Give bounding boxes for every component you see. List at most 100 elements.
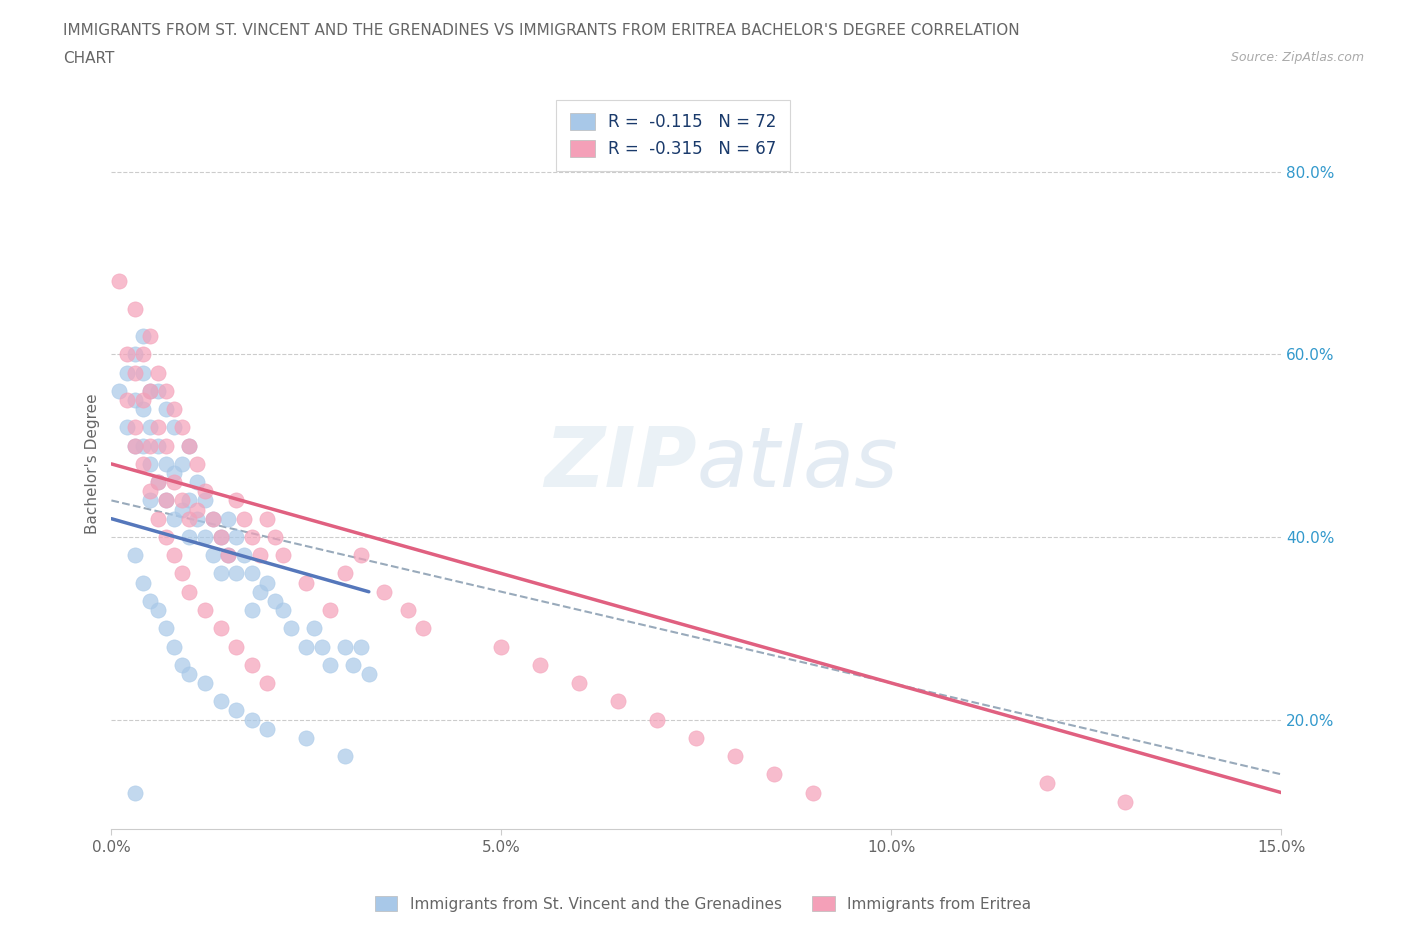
Point xyxy=(1036,776,1059,790)
Point xyxy=(217,548,239,563)
Point xyxy=(233,548,256,563)
Point xyxy=(280,621,302,636)
Point xyxy=(124,438,146,453)
Point xyxy=(1114,794,1136,809)
Point xyxy=(491,639,513,654)
Point xyxy=(139,484,162,498)
Point xyxy=(179,493,201,508)
Legend: Immigrants from St. Vincent and the Grenadines, Immigrants from Eritrea: Immigrants from St. Vincent and the Gren… xyxy=(368,889,1038,918)
Point xyxy=(209,621,232,636)
Point xyxy=(139,493,162,508)
Point xyxy=(155,457,177,472)
Point xyxy=(131,392,153,407)
Point xyxy=(148,438,170,453)
Point xyxy=(201,512,224,526)
Point xyxy=(179,512,201,526)
Point xyxy=(256,675,278,690)
Point xyxy=(240,603,263,618)
Point xyxy=(186,512,208,526)
Point xyxy=(350,639,373,654)
Point xyxy=(209,694,232,709)
Point xyxy=(302,621,325,636)
Point xyxy=(256,722,278,737)
Point xyxy=(131,457,153,472)
Text: Source: ZipAtlas.com: Source: ZipAtlas.com xyxy=(1230,51,1364,64)
Point xyxy=(319,603,342,618)
Point xyxy=(115,365,138,380)
Point xyxy=(155,493,177,508)
Point xyxy=(271,548,294,563)
Point xyxy=(186,474,208,489)
Point xyxy=(155,493,177,508)
Point xyxy=(131,347,153,362)
Point xyxy=(155,438,177,453)
Point xyxy=(108,273,131,288)
Point xyxy=(179,584,201,599)
Point xyxy=(148,420,170,435)
Point xyxy=(240,658,263,672)
Point xyxy=(249,548,271,563)
Point xyxy=(131,402,153,417)
Point xyxy=(295,730,318,745)
Point xyxy=(607,694,630,709)
Point xyxy=(179,438,201,453)
Point xyxy=(271,603,294,618)
Point xyxy=(201,548,224,563)
Point xyxy=(685,730,707,745)
Point xyxy=(412,621,434,636)
Point xyxy=(256,575,278,590)
Point xyxy=(170,658,193,672)
Y-axis label: Bachelor's Degree: Bachelor's Degree xyxy=(86,393,100,534)
Point xyxy=(373,584,395,599)
Legend: R =  -0.115   N = 72, R =  -0.315   N = 67: R = -0.115 N = 72, R = -0.315 N = 67 xyxy=(557,100,790,171)
Point xyxy=(163,402,186,417)
Point xyxy=(124,392,146,407)
Point xyxy=(170,566,193,581)
Point xyxy=(529,658,551,672)
Point xyxy=(131,575,153,590)
Point xyxy=(342,658,364,672)
Point xyxy=(124,785,146,800)
Point xyxy=(163,639,186,654)
Point xyxy=(225,566,247,581)
Point xyxy=(225,703,247,718)
Text: IMMIGRANTS FROM ST. VINCENT AND THE GRENADINES VS IMMIGRANTS FROM ERITREA BACHEL: IMMIGRANTS FROM ST. VINCENT AND THE GREN… xyxy=(63,23,1019,38)
Point xyxy=(155,621,177,636)
Point xyxy=(209,529,232,544)
Point xyxy=(225,529,247,544)
Point xyxy=(163,548,186,563)
Point xyxy=(155,383,177,398)
Point xyxy=(240,712,263,727)
Point xyxy=(124,365,146,380)
Point xyxy=(108,383,131,398)
Point xyxy=(256,512,278,526)
Point xyxy=(186,457,208,472)
Point xyxy=(124,301,146,316)
Point xyxy=(139,593,162,608)
Point xyxy=(124,420,146,435)
Point xyxy=(186,502,208,517)
Point xyxy=(148,474,170,489)
Point xyxy=(155,529,177,544)
Point xyxy=(264,593,287,608)
Point xyxy=(170,420,193,435)
Point xyxy=(115,420,138,435)
Point xyxy=(139,383,162,398)
Point xyxy=(139,438,162,453)
Point xyxy=(803,785,825,800)
Point xyxy=(179,667,201,682)
Point xyxy=(201,512,224,526)
Point xyxy=(194,493,217,508)
Point xyxy=(209,529,232,544)
Point xyxy=(225,493,247,508)
Point xyxy=(264,529,287,544)
Point xyxy=(124,347,146,362)
Point xyxy=(647,712,669,727)
Point xyxy=(124,438,146,453)
Point xyxy=(249,584,271,599)
Point xyxy=(115,347,138,362)
Point xyxy=(194,529,217,544)
Point xyxy=(139,328,162,343)
Text: CHART: CHART xyxy=(63,51,115,66)
Point xyxy=(295,639,318,654)
